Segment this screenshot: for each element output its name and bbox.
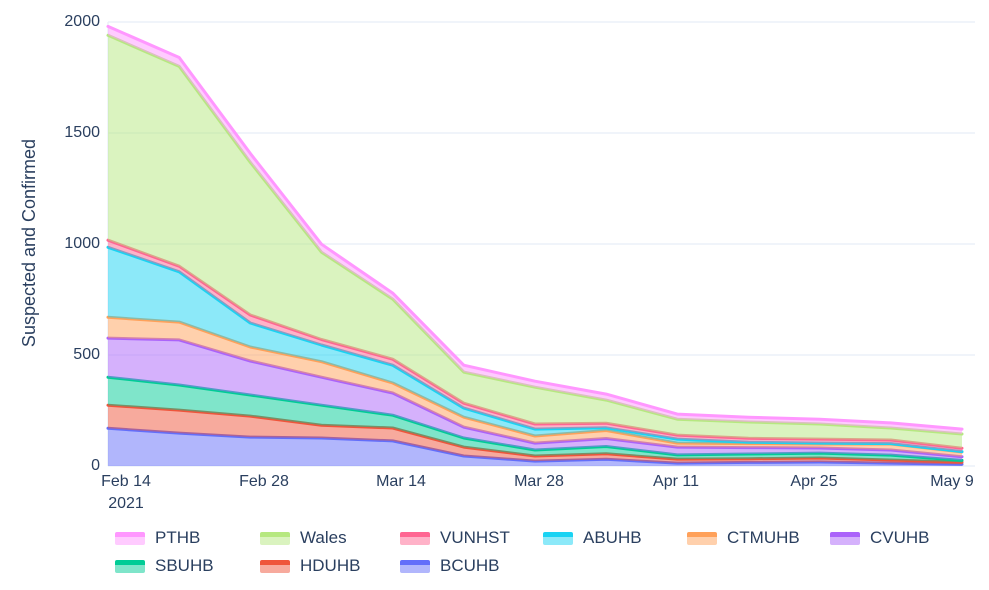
- legend-item-ctmuhb[interactable]: CTMUHB: [687, 527, 800, 549]
- legend-swatch-wales: [260, 531, 290, 545]
- legend-label: CVUHB: [870, 528, 930, 547]
- legend-item-sbuhb[interactable]: SBUHB: [115, 555, 214, 577]
- legend-label: Wales: [300, 528, 347, 547]
- y-tick-label: 500: [73, 346, 100, 363]
- x-tick-label: Mar 28: [514, 473, 564, 490]
- legend-label: HDUHB: [300, 556, 361, 575]
- x-tick-label: Apr 25: [790, 473, 838, 490]
- legend-label: BCUHB: [440, 556, 500, 575]
- x-axis-year-label: 2021: [108, 495, 144, 512]
- legend-label: CTMUHB: [727, 528, 800, 547]
- legend-label: PTHB: [155, 528, 201, 547]
- legend-item-bcuhb[interactable]: BCUHB: [400, 555, 500, 577]
- legend-swatch-pthb: [115, 531, 145, 545]
- legend-swatch-abuhb: [543, 531, 573, 545]
- y-tick-label: 2000: [64, 13, 100, 30]
- legend-swatch-ctmuhb: [687, 531, 717, 545]
- y-tick-label: 0: [91, 457, 100, 474]
- legend-swatch-cvuhb: [830, 531, 860, 545]
- x-tick-label: Feb 14: [101, 473, 151, 490]
- legend-item-vunhst[interactable]: VUNHST: [400, 527, 510, 549]
- legend-swatch-sbuhb: [115, 559, 145, 573]
- legend-label: SBUHB: [155, 556, 214, 575]
- legend-label: ABUHB: [583, 528, 642, 547]
- y-tick-label: 1500: [64, 124, 100, 141]
- x-tick-label: Mar 14: [376, 473, 426, 490]
- y-tick-label: 1000: [64, 235, 100, 252]
- legend-item-wales[interactable]: Wales: [260, 527, 347, 549]
- legend-item-hduhb[interactable]: HDUHB: [260, 555, 360, 577]
- legend-item-pthb[interactable]: PTHB: [115, 527, 200, 549]
- x-tick-label: Feb 28: [239, 473, 289, 490]
- legend-swatch-vunhst: [400, 531, 430, 545]
- legend-swatch-bcuhb: [400, 559, 430, 573]
- legend-swatch-hduhb: [260, 559, 290, 573]
- legend-item-cvuhb[interactable]: CVUHB: [830, 527, 930, 549]
- legend-label: VUNHST: [440, 528, 510, 547]
- legend-item-abuhb[interactable]: ABUHB: [543, 527, 642, 549]
- x-tick-label: May 9: [930, 473, 974, 490]
- x-tick-label: Apr 11: [653, 473, 699, 490]
